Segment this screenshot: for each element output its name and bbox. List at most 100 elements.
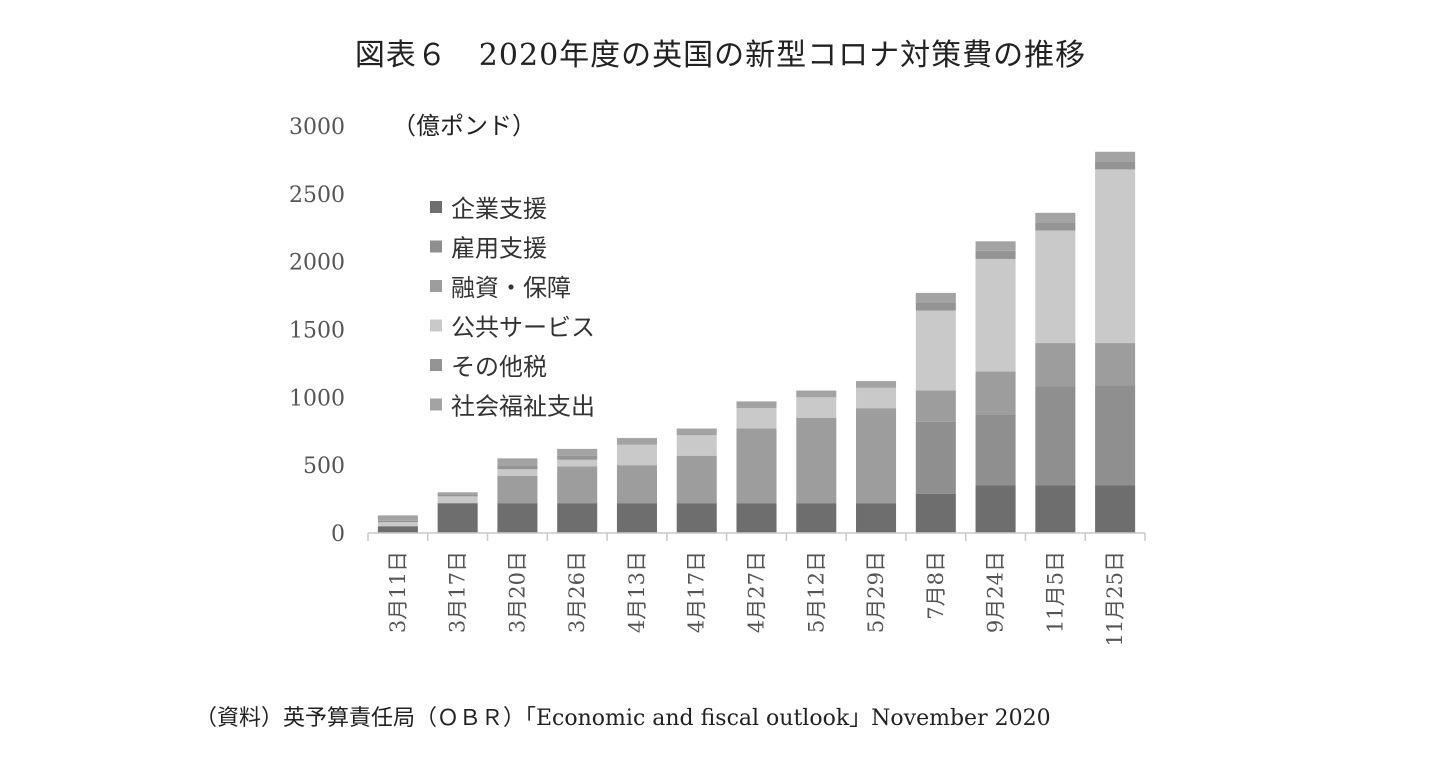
bar-segment-4 <box>676 435 717 456</box>
bar-segment-4 <box>497 469 538 477</box>
legend-swatch <box>430 201 442 213</box>
bar-segment-1 <box>437 503 478 533</box>
bar-segment-6 <box>736 401 777 409</box>
bar-segment-1 <box>1035 485 1076 533</box>
bar-segment-4 <box>975 258 1016 372</box>
bar-segment-2 <box>1035 386 1076 486</box>
x-tick-label: 7月8日 <box>924 551 948 620</box>
bar-segment-6 <box>796 390 837 398</box>
bar-segment-6 <box>1035 212 1076 223</box>
legend-label: 融資・保障 <box>451 274 571 302</box>
bar-segment-3 <box>1035 343 1076 387</box>
bar-segment-1 <box>975 485 1016 533</box>
bar-segment-3 <box>736 428 777 504</box>
bar-segment-5 <box>1035 222 1076 231</box>
x-tick-label: 9月24日 <box>984 551 1008 633</box>
stacked-bar-chart: （億ポンド） 0 500 1000 1500 2000 2500 3000 3月11日 3月1… <box>289 112 1146 646</box>
bar-segment-2 <box>915 421 956 494</box>
bar-segment-3 <box>616 465 657 504</box>
bar-segment-3 <box>1095 343 1136 386</box>
bar-segment-4 <box>1035 230 1076 344</box>
bar-segment-1 <box>377 526 418 533</box>
bar-segment-4 <box>1095 169 1136 344</box>
bar-segment-6 <box>497 458 538 466</box>
legend-label: その他税 <box>451 353 547 381</box>
bar-segment-1 <box>676 503 717 533</box>
y-tick-label: 1000 <box>289 386 345 411</box>
x-axis <box>367 532 1146 541</box>
y-tick-label: 500 <box>303 454 345 479</box>
bar-segment-4 <box>437 496 478 504</box>
x-tick-label: 5月12日 <box>804 551 828 633</box>
y-tick-label: 2500 <box>289 183 345 208</box>
bar-segment-2 <box>975 414 1016 486</box>
y-tick-label: 1500 <box>289 319 345 344</box>
legend-label: 雇用支援 <box>451 235 547 263</box>
bar-segment-5 <box>377 520 418 523</box>
y-axis-ticks: 0 500 1000 1500 2000 2500 3000 <box>289 115 345 547</box>
bar-segment-5 <box>1095 161 1136 170</box>
bars <box>377 151 1136 533</box>
legend-swatch <box>430 240 442 253</box>
bar-segment-1 <box>1095 485 1136 533</box>
x-axis-labels: 3月11日 3月17日 3月20日 3月26日 4月13日 4月17日 4月27日 5月12日… <box>386 551 1127 646</box>
legend-label: 社会福祉支出 <box>451 393 595 421</box>
legend-swatch <box>430 280 442 292</box>
bar-segment-4 <box>915 310 956 391</box>
x-tick-label: 3月20日 <box>505 551 529 633</box>
legend-swatch <box>430 359 442 371</box>
bar-segment-3 <box>497 476 538 504</box>
bar-segment-3 <box>557 466 598 504</box>
bar-segment-5 <box>497 465 538 470</box>
bar-segment-4 <box>736 408 777 429</box>
bar-segment-3 <box>915 390 956 422</box>
bar-segment-4 <box>796 397 837 418</box>
bar-segment-5 <box>437 495 478 497</box>
bar-segment-6 <box>557 448 598 456</box>
bar-segment-6 <box>676 428 717 436</box>
bar-segment-5 <box>915 302 956 311</box>
x-tick-label: 3月17日 <box>446 551 470 633</box>
unit-label: （億ポンド） <box>392 112 536 140</box>
bar-segment-4 <box>377 522 418 527</box>
bar-segment-1 <box>915 493 956 533</box>
bar-segment-6 <box>856 381 897 388</box>
bar-segment-6 <box>437 492 478 496</box>
y-tick-label: 0 <box>331 522 345 547</box>
bar-segment-1 <box>557 503 598 533</box>
legend-label: 企業支援 <box>451 195 547 223</box>
bar-segment-5 <box>975 250 1016 259</box>
bar-segment-1 <box>616 503 657 533</box>
page-title: 図表６ 2020年度の英国の新型コロナ対策費の推移 <box>354 38 1087 73</box>
source-note: （資料）英予算責任局（ＯＢＲ）「Economic and fiscal outl… <box>195 706 1051 731</box>
y-tick-label: 3000 <box>289 115 345 140</box>
x-tick-label: 4月27日 <box>745 551 769 633</box>
x-tick-label: 11月25日 <box>1103 551 1127 646</box>
bar-segment-3 <box>676 455 717 504</box>
legend-swatch <box>430 319 442 332</box>
x-tick-label: 4月17日 <box>685 551 709 633</box>
bar-segment-6 <box>975 241 1016 251</box>
bar-segment-4 <box>856 387 897 409</box>
bar-segment-1 <box>856 503 897 533</box>
x-tick-label: 3月26日 <box>565 551 589 633</box>
bar-segment-2 <box>1095 385 1136 486</box>
bar-segment-3 <box>796 417 837 504</box>
bar-segment-5 <box>557 455 598 460</box>
bar-segment-6 <box>616 438 657 445</box>
bar-segment-6 <box>1095 151 1136 162</box>
bar-segment-1 <box>497 503 538 533</box>
x-tick-label: 5月29日 <box>864 551 888 633</box>
x-tick-label: 11月5日 <box>1043 551 1067 633</box>
legend-label: 公共サービス <box>451 314 595 342</box>
bar-segment-4 <box>557 459 598 467</box>
x-tick-label: 3月11日 <box>386 551 410 633</box>
bar-segment-6 <box>377 515 418 521</box>
legend-swatch <box>430 398 442 411</box>
bar-segment-3 <box>975 371 1016 415</box>
y-tick-label: 2000 <box>289 251 345 276</box>
bar-segment-4 <box>616 444 657 466</box>
bar-segment-1 <box>796 503 837 533</box>
bar-segment-3 <box>856 408 897 504</box>
